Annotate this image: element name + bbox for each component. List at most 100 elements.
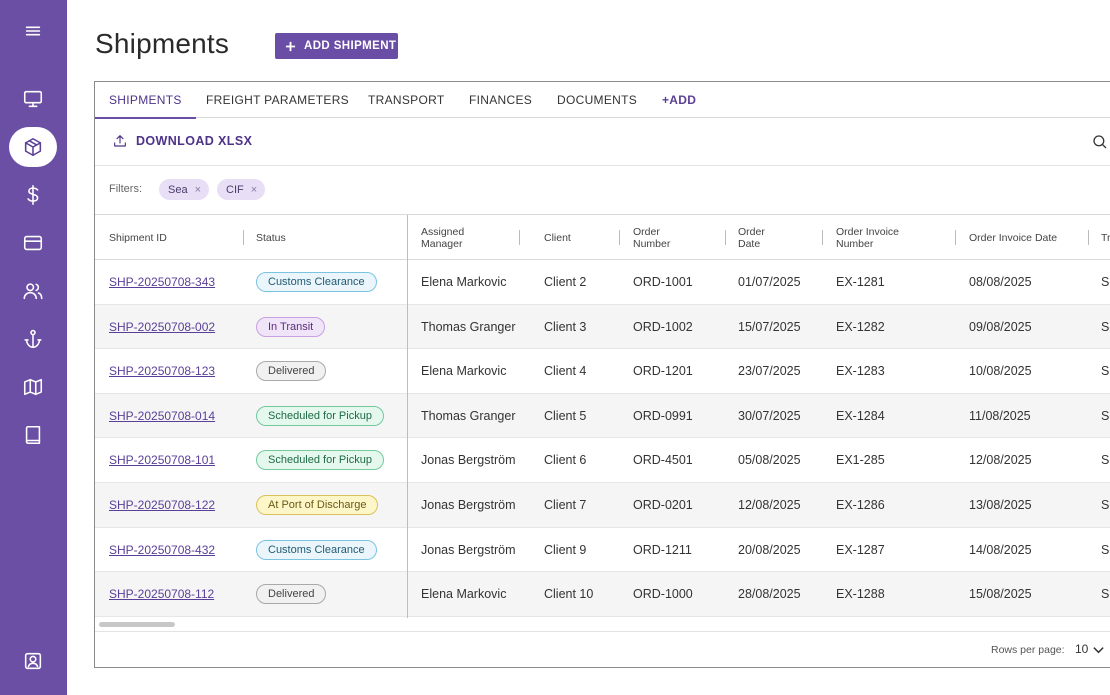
cell-order-date: 20/08/2025 bbox=[738, 542, 801, 557]
sidebar-item-docs[interactable] bbox=[9, 415, 57, 455]
status-badge: At Port of Discharge bbox=[256, 495, 379, 515]
col-transport[interactable]: Tr bbox=[1101, 231, 1110, 244]
table-row[interactable]: SHP-20250708-123 Delivered Elena Markovic C… bbox=[95, 349, 1110, 394]
filters-label: Filters: bbox=[109, 183, 142, 195]
shipment-id-link[interactable]: SHP-20250708-432 bbox=[109, 542, 216, 557]
search-icon bbox=[1093, 135, 1107, 149]
filter-chip-label: Sea bbox=[168, 183, 188, 196]
tab-transport[interactable]: TRANSPORT bbox=[368, 93, 445, 107]
cell-invoice-date: 09/08/2025 bbox=[969, 319, 1032, 334]
cell-order-number: ORD-0201 bbox=[633, 498, 693, 512]
cell-order-number: ORD-4501 bbox=[633, 453, 693, 468]
cell-invoice-number: EX-1288 bbox=[836, 587, 885, 602]
sidebar-item-payments[interactable] bbox=[9, 223, 57, 263]
cell-invoice-date: 14/08/2025 bbox=[969, 542, 1032, 557]
download-xlsx-button[interactable]: DOWNLOAD XLSX bbox=[112, 133, 252, 149]
status-badge: Customs Clearance bbox=[256, 272, 377, 292]
cell-transport: Se bbox=[1101, 319, 1110, 334]
table-footer: Rows per page: 10 bbox=[95, 632, 1110, 668]
status-cell: Scheduled for Pickup bbox=[256, 394, 384, 438]
remove-filter-icon[interactable]: × bbox=[194, 183, 202, 196]
sidebar-item-profile[interactable] bbox=[9, 641, 57, 681]
shipment-id-link[interactable]: SHP-20250708-343 bbox=[109, 275, 216, 289]
cell-transport: Se bbox=[1101, 364, 1110, 379]
col-status[interactable]: Status bbox=[256, 231, 286, 244]
shipment-id-link[interactable]: SHP-20250708-002 bbox=[109, 319, 216, 334]
sidebar-item-clients[interactable] bbox=[9, 271, 57, 311]
shipment-id-link[interactable]: SHP-20250708-123 bbox=[109, 364, 216, 379]
sidebar-item-map[interactable] bbox=[9, 367, 57, 407]
remove-filter-icon[interactable]: × bbox=[250, 183, 258, 196]
cell-invoice-date: 10/08/2025 bbox=[969, 364, 1032, 379]
tab-documents[interactable]: DOCUMENTS bbox=[557, 93, 638, 107]
sidebar-item-ports[interactable] bbox=[9, 319, 57, 359]
cell-client: Client 6 bbox=[544, 453, 587, 468]
filter-chip-sea[interactable]: Sea × bbox=[159, 179, 210, 200]
tab-finances[interactable]: FINANCES bbox=[469, 93, 533, 107]
cell-manager: Thomas Granger bbox=[421, 319, 516, 334]
status-cell: Delivered bbox=[256, 349, 327, 393]
upload-icon bbox=[114, 135, 126, 147]
book-icon bbox=[25, 425, 41, 445]
scrollbar-thumb[interactable] bbox=[99, 622, 175, 627]
frozen-column-divider bbox=[407, 215, 408, 618]
rows-per-page-select[interactable]: 10 bbox=[1075, 642, 1105, 656]
package-icon bbox=[24, 137, 42, 157]
col-order-invoice-number[interactable]: Order Invoice Number bbox=[836, 225, 900, 250]
col-client[interactable]: Client bbox=[544, 231, 571, 244]
shipment-id-link[interactable]: SHP-20250708-101 bbox=[109, 453, 216, 468]
horizontal-scrollbar[interactable] bbox=[95, 618, 1110, 632]
table-row[interactable]: SHP-20250708-122 At Port of Discharge Jona… bbox=[95, 483, 1110, 528]
shipment-id-link[interactable]: SHP-20250708-122 bbox=[109, 498, 216, 512]
menu-button[interactable] bbox=[9, 11, 57, 51]
cell-transport: Se bbox=[1101, 587, 1110, 602]
menu-icon bbox=[25, 26, 41, 36]
status-badge: Delivered bbox=[256, 361, 327, 382]
sidebar-item-finances[interactable] bbox=[9, 175, 57, 215]
col-order-invoice-date[interactable]: Order Invoice Date bbox=[969, 231, 1058, 244]
cell-client: Client 4 bbox=[544, 364, 587, 379]
sidebar-item-shipments[interactable] bbox=[9, 127, 57, 167]
cell-manager: Elena Markovic bbox=[421, 275, 507, 289]
anchor-icon bbox=[24, 329, 42, 349]
cell-invoice-number: EX-1286 bbox=[836, 498, 885, 512]
table-row[interactable]: SHP-20250708-014 Scheduled for Pickup Thom… bbox=[95, 393, 1110, 439]
cell-transport: Se bbox=[1101, 542, 1110, 557]
table-row[interactable]: SHP-20250708-101 Scheduled for Pickup Jona… bbox=[95, 438, 1110, 483]
rows-per-page-value: 10 bbox=[1075, 642, 1089, 656]
users-icon bbox=[23, 283, 43, 300]
download-xlsx-label: DOWNLOAD XLSX bbox=[136, 134, 253, 148]
table-row[interactable]: SHP-20250708-002 In Transit Thomas Granger… bbox=[95, 304, 1110, 350]
sidebar-item-dashboard[interactable] bbox=[9, 79, 57, 119]
cell-invoice-number: EX-1281 bbox=[836, 275, 885, 289]
cell-client: Client 5 bbox=[544, 408, 587, 423]
cell-order-date: 28/08/2025 bbox=[738, 587, 801, 602]
col-order-number[interactable]: Order Number bbox=[633, 225, 671, 250]
col-assigned-manager[interactable]: Assigned Manager bbox=[421, 225, 465, 250]
user-profile-icon bbox=[24, 652, 42, 670]
cell-client: Client 3 bbox=[544, 319, 587, 334]
table-row[interactable]: SHP-20250708-112 Delivered Elena Markovic C… bbox=[95, 572, 1110, 617]
cell-order-number: ORD-1002 bbox=[633, 319, 693, 334]
cell-transport: Se bbox=[1101, 453, 1110, 468]
table-row[interactable]: SHP-20250708-432 Customs Clearance Jonas B… bbox=[95, 528, 1110, 573]
cell-manager: Thomas Granger bbox=[421, 408, 516, 423]
tab-add[interactable]: +ADD bbox=[662, 93, 697, 107]
cell-order-date: 15/07/2025 bbox=[738, 319, 801, 334]
shipments-card: SHIPMENTS FREIGHT PARAMETERS TRANSPORT F… bbox=[94, 81, 1110, 668]
shipment-id-link[interactable]: SHP-20250708-014 bbox=[109, 408, 216, 423]
map-icon bbox=[23, 378, 43, 396]
add-shipment-button[interactable]: ADD SHIPMENT bbox=[275, 33, 398, 59]
tab-shipments[interactable]: SHIPMENTS bbox=[95, 82, 196, 119]
cell-order-number: ORD-1001 bbox=[633, 275, 693, 289]
table-row[interactable]: SHP-20250708-343 Customs Clearance Elena M… bbox=[95, 260, 1110, 305]
tab-freight-parameters[interactable]: FREIGHT PARAMETERS bbox=[206, 93, 349, 107]
search-button[interactable] bbox=[1091, 133, 1109, 151]
col-order-date[interactable]: Order Date bbox=[738, 225, 765, 250]
col-shipment-id[interactable]: Shipment ID bbox=[109, 231, 167, 244]
status-badge: Scheduled for Pickup bbox=[256, 405, 384, 426]
filters-bar: Filters: Sea × CIF × bbox=[95, 166, 1110, 215]
shipment-id-link[interactable]: SHP-20250708-112 bbox=[109, 587, 215, 602]
filter-chip-cif[interactable]: CIF × bbox=[217, 179, 266, 200]
cell-invoice-number: EX-1287 bbox=[836, 542, 885, 557]
